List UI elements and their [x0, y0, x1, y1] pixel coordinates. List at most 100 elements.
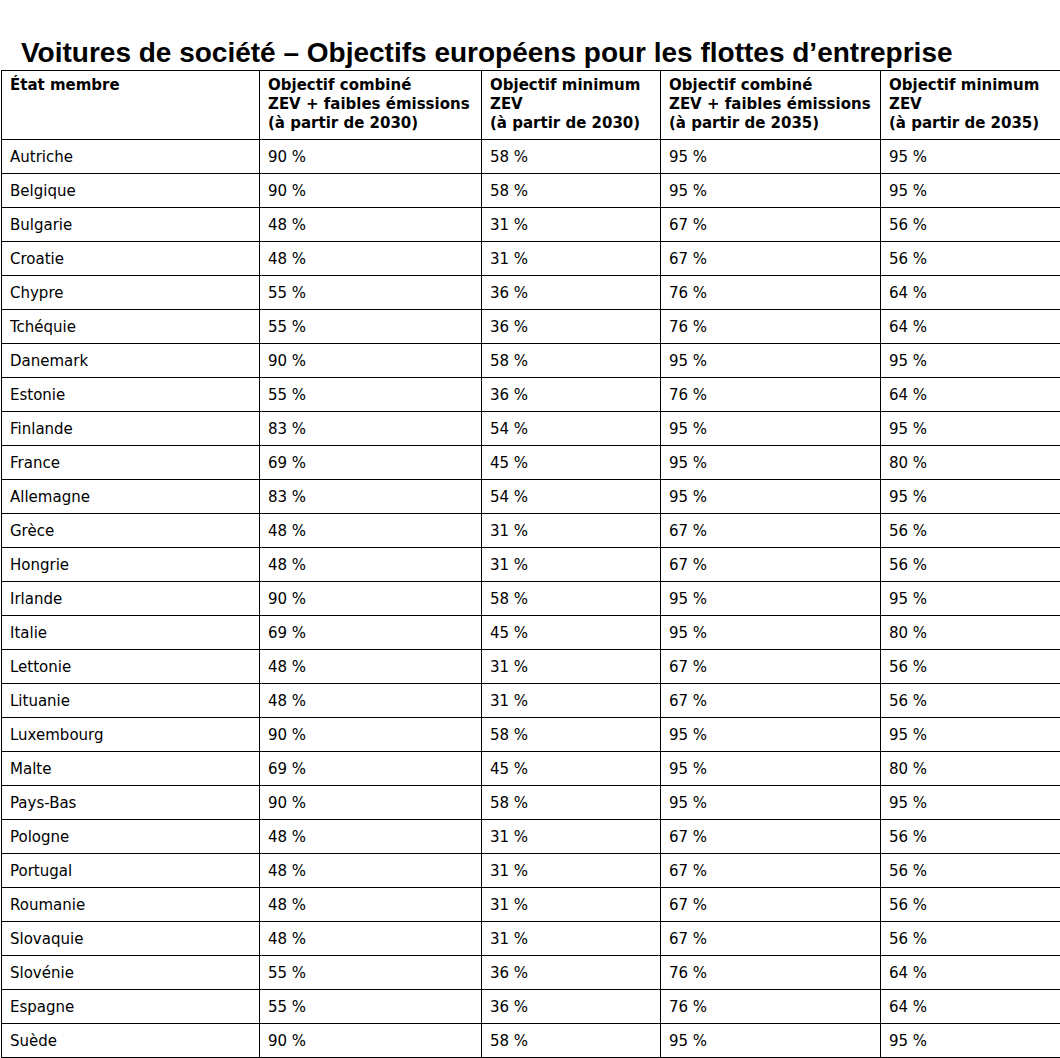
cell-combined-2030: 48 % [260, 242, 482, 276]
cell-zev-min-2035: 95 % [881, 718, 1060, 752]
cell-combined-2030: 55 % [260, 310, 482, 344]
cell-combined-2035: 95 % [661, 446, 881, 480]
cell-combined-2030: 48 % [260, 208, 482, 242]
cell-zev-min-2035: 56 % [881, 922, 1060, 956]
cell-zev-min-2030: 58 % [482, 582, 661, 616]
cell-zev-min-2035: 56 % [881, 208, 1060, 242]
cell-combined-2030: 55 % [260, 956, 482, 990]
table-row: Chypre55 %36 %76 %64 % [2, 276, 1060, 310]
cell-state: Suède [2, 1024, 260, 1058]
cell-combined-2035: 67 % [661, 820, 881, 854]
cell-combined-2035: 95 % [661, 174, 881, 208]
cell-combined-2035: 76 % [661, 990, 881, 1024]
cell-zev-min-2030: 36 % [482, 378, 661, 412]
table-row: Estonie55 %36 %76 %64 % [2, 378, 1060, 412]
table-row: Irlande90 %58 %95 %95 % [2, 582, 1060, 616]
cell-zev-min-2035: 56 % [881, 548, 1060, 582]
cell-combined-2030: 48 % [260, 650, 482, 684]
cell-combined-2030: 48 % [260, 922, 482, 956]
cell-combined-2030: 90 % [260, 140, 482, 174]
column-header-zev-min-2030: Objectif minimum ZEV (à partir de 2030) [482, 71, 661, 140]
cell-combined-2030: 55 % [260, 990, 482, 1024]
table-row: Danemark90 %58 %95 %95 % [2, 344, 1060, 378]
cell-state: Croatie [2, 242, 260, 276]
cell-zev-min-2035: 56 % [881, 854, 1060, 888]
cell-zev-min-2035: 64 % [881, 276, 1060, 310]
table-row: Bulgarie48 %31 %67 %56 % [2, 208, 1060, 242]
cell-combined-2035: 95 % [661, 412, 881, 446]
table-row: Tchéquie55 %36 %76 %64 % [2, 310, 1060, 344]
cell-zev-min-2035: 95 % [881, 1024, 1060, 1058]
cell-zev-min-2035: 95 % [881, 140, 1060, 174]
cell-zev-min-2030: 58 % [482, 344, 661, 378]
cell-zev-min-2030: 36 % [482, 956, 661, 990]
cell-combined-2035: 67 % [661, 888, 881, 922]
cell-combined-2035: 95 % [661, 480, 881, 514]
table-row: Roumanie48 %31 %67 %56 % [2, 888, 1060, 922]
cell-zev-min-2030: 36 % [482, 990, 661, 1024]
cell-state: Bulgarie [2, 208, 260, 242]
table-row: Pays-Bas90 %58 %95 %95 % [2, 786, 1060, 820]
table-row: Slovaquie48 %31 %67 %56 % [2, 922, 1060, 956]
table-row: Lituanie48 %31 %67 %56 % [2, 684, 1060, 718]
cell-zev-min-2030: 58 % [482, 1024, 661, 1058]
table-row: Malte69 %45 %95 %80 % [2, 752, 1060, 786]
cell-state: Tchéquie [2, 310, 260, 344]
table-row: Hongrie48 %31 %67 %56 % [2, 548, 1060, 582]
cell-combined-2030: 48 % [260, 854, 482, 888]
cell-state: Grèce [2, 514, 260, 548]
cell-combined-2035: 67 % [661, 548, 881, 582]
cell-combined-2030: 83 % [260, 412, 482, 446]
cell-state: Pays-Bas [2, 786, 260, 820]
cell-state: Finlande [2, 412, 260, 446]
cell-zev-min-2035: 95 % [881, 786, 1060, 820]
cell-zev-min-2035: 64 % [881, 310, 1060, 344]
table-row: Finlande83 %54 %95 %95 % [2, 412, 1060, 446]
page-title: Voitures de société – Objectifs européen… [21, 33, 953, 73]
table-row: France69 %45 %95 %80 % [2, 446, 1060, 480]
cell-zev-min-2035: 80 % [881, 446, 1060, 480]
cell-state: Autriche [2, 140, 260, 174]
cell-zev-min-2035: 56 % [881, 820, 1060, 854]
cell-zev-min-2030: 31 % [482, 514, 661, 548]
cell-zev-min-2030: 45 % [482, 752, 661, 786]
cell-zev-min-2035: 56 % [881, 242, 1060, 276]
cell-combined-2035: 95 % [661, 786, 881, 820]
cell-combined-2030: 90 % [260, 1024, 482, 1058]
table-row: Slovénie55 %36 %76 %64 % [2, 956, 1060, 990]
cell-state: France [2, 446, 260, 480]
cell-zev-min-2030: 54 % [482, 412, 661, 446]
cell-state: Roumanie [2, 888, 260, 922]
cell-state: Malte [2, 752, 260, 786]
cell-combined-2030: 69 % [260, 616, 482, 650]
cell-combined-2035: 67 % [661, 650, 881, 684]
cell-combined-2030: 90 % [260, 786, 482, 820]
cell-zev-min-2030: 31 % [482, 888, 661, 922]
cell-combined-2030: 55 % [260, 378, 482, 412]
cell-state: Belgique [2, 174, 260, 208]
cell-zev-min-2030: 58 % [482, 786, 661, 820]
cell-combined-2030: 83 % [260, 480, 482, 514]
column-header-zev-min-2035: Objectif minimum ZEV (à partir de 2035) [881, 71, 1060, 140]
cell-combined-2035: 67 % [661, 208, 881, 242]
cell-state: Slovénie [2, 956, 260, 990]
cell-combined-2035: 67 % [661, 684, 881, 718]
table-row: Portugal48 %31 %67 %56 % [2, 854, 1060, 888]
cell-zev-min-2030: 31 % [482, 854, 661, 888]
cell-zev-min-2035: 56 % [881, 514, 1060, 548]
cell-state: Lettonie [2, 650, 260, 684]
table-row: Luxembourg90 %58 %95 %95 % [2, 718, 1060, 752]
cell-zev-min-2035: 64 % [881, 956, 1060, 990]
cell-zev-min-2030: 45 % [482, 616, 661, 650]
table-row: Pologne48 %31 %67 %56 % [2, 820, 1060, 854]
cell-zev-min-2030: 58 % [482, 140, 661, 174]
column-header-state: État membre [2, 71, 260, 140]
cell-state: Estonie [2, 378, 260, 412]
table-header: État membre Objectif combiné ZEV + faibl… [2, 71, 1060, 140]
cell-state: Chypre [2, 276, 260, 310]
cell-zev-min-2035: 56 % [881, 888, 1060, 922]
cell-state: Hongrie [2, 548, 260, 582]
cell-state: Pologne [2, 820, 260, 854]
cell-zev-min-2035: 95 % [881, 480, 1060, 514]
cell-zev-min-2030: 31 % [482, 242, 661, 276]
